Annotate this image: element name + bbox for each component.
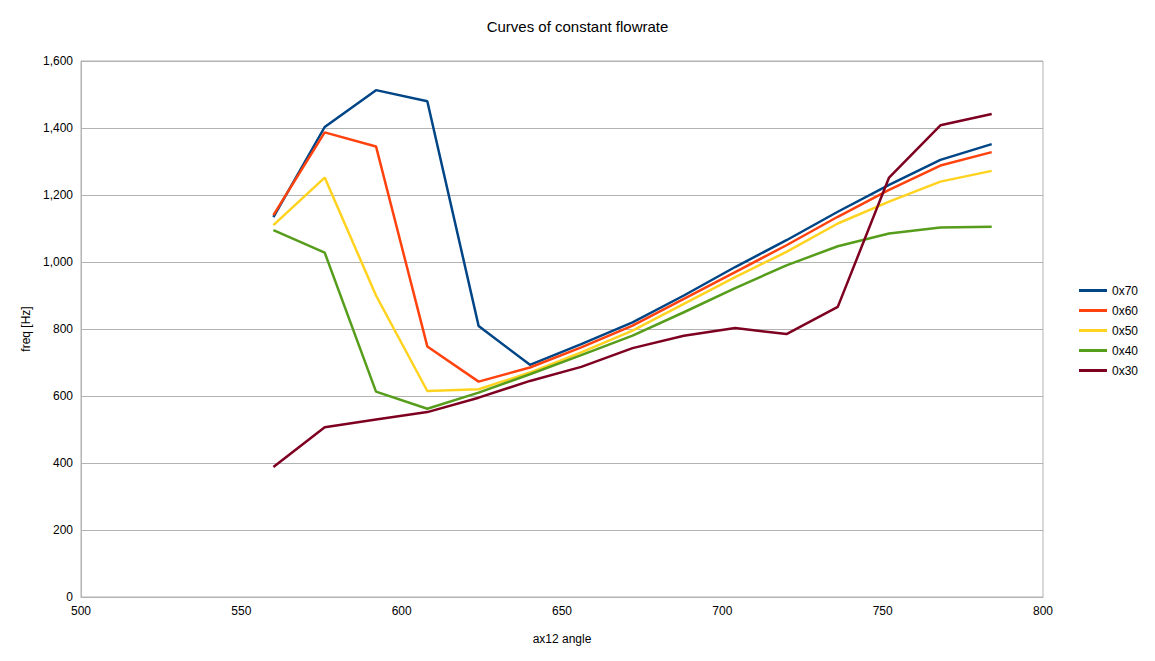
svg-text:freq [Hz]: freq [Hz] (19, 306, 33, 351)
svg-text:Curves of constant flowrate: Curves of constant flowrate (487, 18, 669, 35)
svg-text:600: 600 (53, 389, 73, 403)
svg-text:1,400: 1,400 (43, 121, 73, 135)
svg-text:200: 200 (53, 523, 73, 537)
svg-text:1,600: 1,600 (43, 54, 73, 68)
svg-text:0x30: 0x30 (1112, 364, 1138, 378)
svg-text:0x60: 0x60 (1112, 304, 1138, 318)
svg-text:1,200: 1,200 (43, 188, 73, 202)
svg-text:1,000: 1,000 (43, 255, 73, 269)
svg-text:550: 550 (231, 604, 251, 618)
svg-text:750: 750 (873, 604, 893, 618)
svg-text:800: 800 (53, 322, 73, 336)
svg-text:700: 700 (712, 604, 732, 618)
svg-text:ax12 angle: ax12 angle (533, 632, 592, 646)
svg-text:600: 600 (392, 604, 412, 618)
svg-text:800: 800 (1033, 604, 1053, 618)
svg-text:0: 0 (66, 590, 73, 604)
svg-text:0x40: 0x40 (1112, 344, 1138, 358)
svg-text:500: 500 (71, 604, 91, 618)
svg-text:650: 650 (552, 604, 572, 618)
svg-text:400: 400 (53, 456, 73, 470)
svg-text:0x70: 0x70 (1112, 284, 1138, 298)
svg-text:0x50: 0x50 (1112, 324, 1138, 338)
